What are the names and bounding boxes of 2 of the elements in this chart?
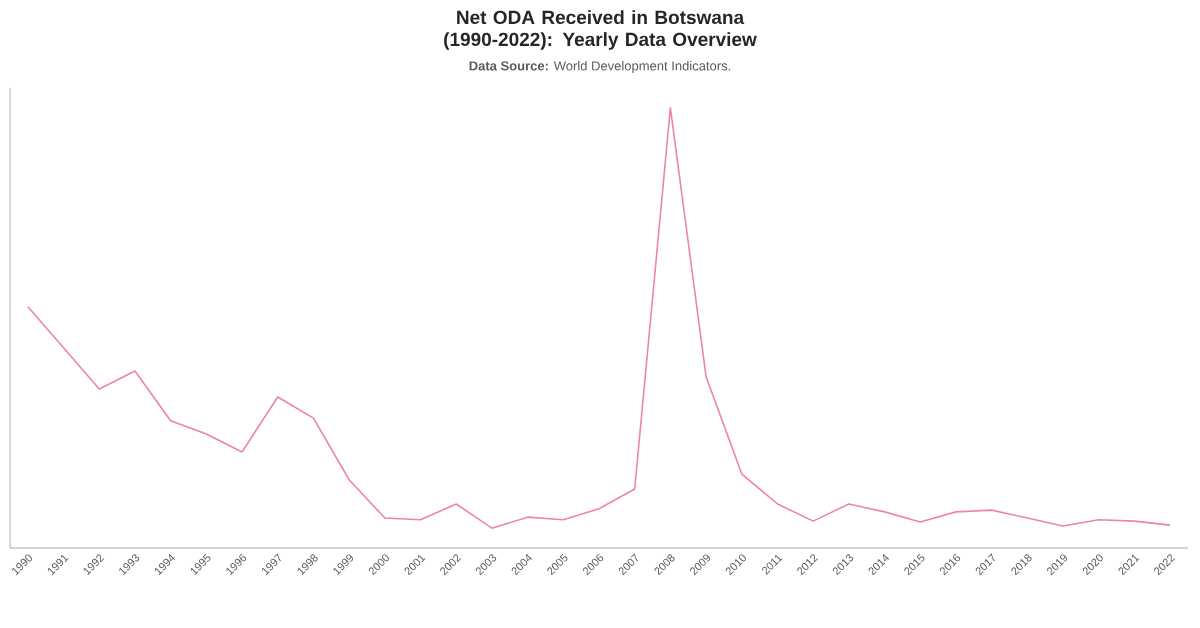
chart-title: Net ODA Received in Botswana (1990-2022): Yearly Data Overview <box>444 10 757 50</box>
text: Data Source: World Development Indicators. <box>469 60 731 74</box>
